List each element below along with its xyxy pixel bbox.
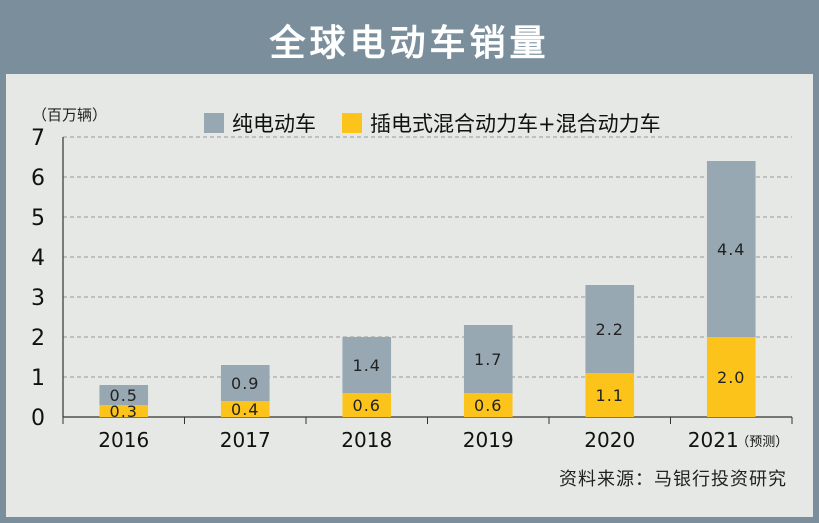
x-tick-label: 2017 (220, 428, 271, 452)
data-label: 0.5 (110, 386, 138, 405)
y-tick-label: 2 (31, 326, 45, 351)
bar-phev (220, 401, 270, 417)
data-label: 0.3 (110, 402, 138, 421)
x-tick-label: 2016 (98, 428, 149, 452)
y-tick-label: 7 (31, 126, 45, 151)
data-label: 0.6 (474, 396, 502, 415)
x-tick-label: 2019 (463, 428, 514, 452)
unit-label: （百万辆） (32, 106, 108, 124)
x-tick-note: （预测） (736, 435, 788, 450)
bar-bev (585, 285, 635, 373)
y-tick-label: 6 (31, 166, 45, 191)
chart-frame: 全球电动车销量 （百万辆） 纯电动车 插电式混合动力车+混合动力车 0 1 2 3 4 5… (6, 6, 813, 517)
data-label: 0.9 (231, 374, 259, 393)
legend: 纯电动车 插电式混合动力车+混合动力车 (204, 108, 679, 138)
data-label: 0.6 (353, 396, 381, 415)
bar-bev (463, 325, 513, 393)
bar-phev (585, 373, 635, 417)
legend-swatch-phev (342, 113, 362, 133)
y-tick-label: 0 (31, 406, 45, 431)
data-label: 4.4 (717, 240, 745, 259)
legend-item-bev: 纯电动车 (204, 108, 316, 138)
data-label: 1.7 (474, 350, 502, 369)
y-tick-label: 4 (31, 246, 45, 271)
bar-bev (706, 161, 756, 337)
bar-bev (220, 365, 270, 401)
bar-chart: 0 1 2 3 4 5 6 7 0.30.5 2016 0.4 0.9 2017 0.6 1.4 2018 0.… (31, 126, 793, 452)
y-tick-label: 1 (31, 366, 45, 391)
legend-swatch-bev (204, 113, 224, 133)
legend-label-bev: 纯电动车 (232, 112, 316, 136)
data-label: 2.0 (717, 368, 745, 387)
x-tick-label: 2021 (688, 428, 739, 452)
bar-phev (463, 393, 513, 417)
x-tick-label: 2020 (584, 428, 635, 452)
bar-phev (706, 337, 756, 417)
bar-phev (99, 405, 149, 417)
data-label: 1.4 (353, 356, 381, 375)
data-label: 1.1 (596, 386, 624, 405)
y-tick-label: 5 (31, 206, 45, 231)
y-tick-label: 3 (31, 286, 45, 311)
bar-bev (99, 385, 149, 405)
bar-phev (342, 393, 392, 417)
legend-item-phev: 插电式混合动力车+混合动力车 (342, 108, 661, 138)
x-tick-label: 2018 (341, 428, 392, 452)
source-note: 资料来源：马银行投资研究 (559, 469, 787, 490)
bar-bev (342, 337, 392, 393)
data-label: 2.2 (596, 320, 624, 339)
chart-title: 全球电动车销量 (269, 23, 550, 64)
title-bar: 全球电动车销量 (6, 6, 813, 74)
legend-label-phev: 插电式混合动力车+混合动力车 (370, 112, 661, 136)
data-label: 0.4 (231, 400, 259, 419)
